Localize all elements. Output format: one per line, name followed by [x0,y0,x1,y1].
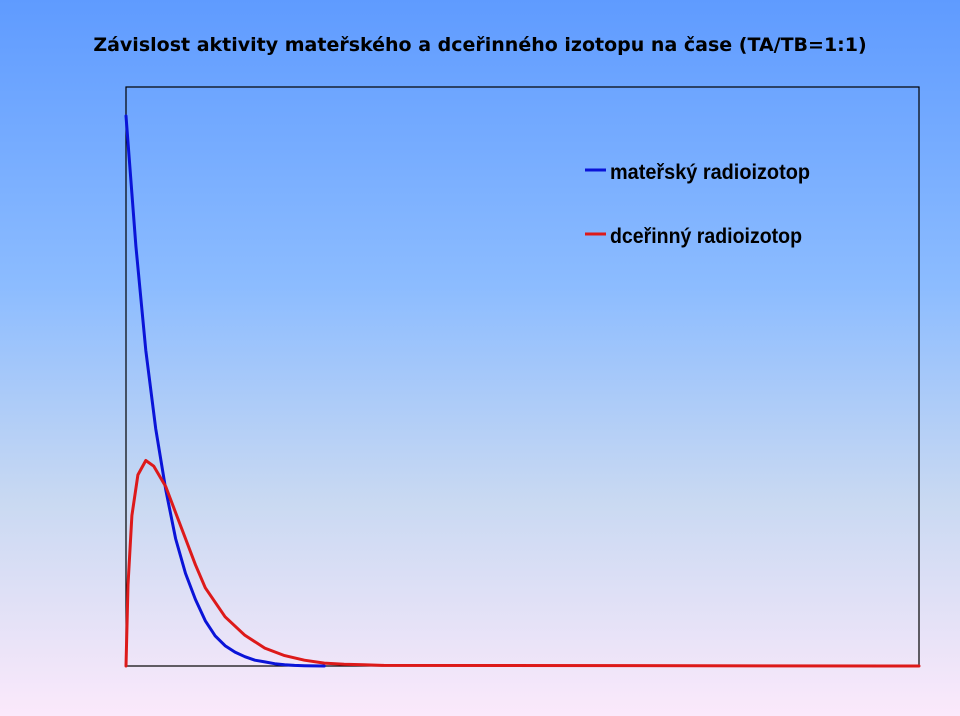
chart-title: Závislost aktivity mateřského a dceřinné… [93,34,867,56]
legend: mateřský radioizotop dceřinný radioizotop [585,161,810,248]
legend-label: mateřský radioizotop [610,161,810,184]
series-layer [124,114,921,668]
series-line-parent [124,114,326,668]
legend-label: dceřinný radioizotop [610,225,802,248]
series-line-daughter [124,459,921,668]
